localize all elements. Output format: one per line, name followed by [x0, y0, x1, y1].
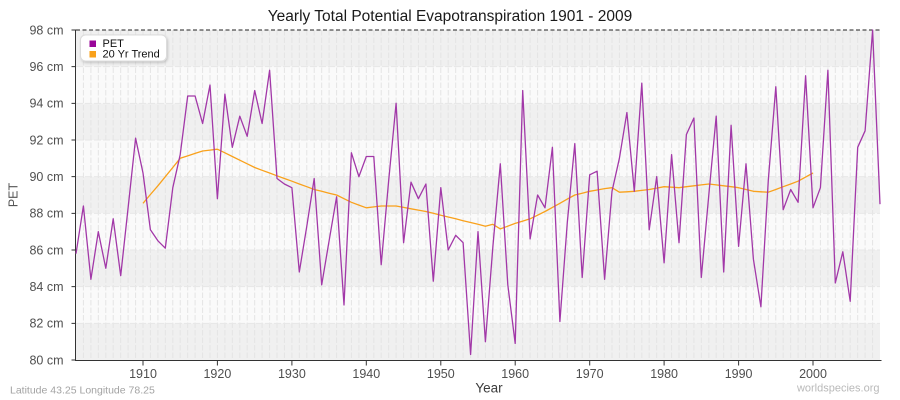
svg-text:PET: PET: [7, 182, 21, 207]
svg-text:88 cm: 88 cm: [29, 207, 63, 221]
svg-text:84 cm: 84 cm: [29, 280, 63, 294]
svg-text:1920: 1920: [203, 367, 231, 381]
svg-text:Year: Year: [475, 381, 503, 396]
svg-text:PET: PET: [103, 38, 125, 50]
svg-text:2000: 2000: [799, 367, 827, 381]
svg-text:94 cm: 94 cm: [29, 97, 63, 111]
svg-text:1970: 1970: [576, 367, 604, 381]
svg-text:worldspecies.org: worldspecies.org: [796, 383, 880, 395]
svg-text:82 cm: 82 cm: [29, 317, 63, 331]
svg-text:86 cm: 86 cm: [29, 243, 63, 257]
svg-text:1990: 1990: [725, 367, 753, 381]
svg-text:98 cm: 98 cm: [29, 23, 63, 37]
svg-text:96 cm: 96 cm: [29, 60, 63, 74]
svg-text:1910: 1910: [129, 367, 157, 381]
svg-text:1960: 1960: [501, 367, 529, 381]
svg-text:20 Yr Trend: 20 Yr Trend: [103, 49, 160, 61]
svg-text:92 cm: 92 cm: [29, 133, 63, 147]
svg-text:80 cm: 80 cm: [29, 353, 63, 367]
svg-text:90 cm: 90 cm: [29, 170, 63, 184]
svg-text:Latitude 43.25 Longitude 78.25: Latitude 43.25 Longitude 78.25: [10, 385, 155, 397]
svg-text:1980: 1980: [650, 367, 678, 381]
svg-text:1930: 1930: [278, 367, 306, 381]
svg-text:1950: 1950: [427, 367, 455, 381]
svg-text:Yearly Total Potential Evapotr: Yearly Total Potential Evapotranspiratio…: [268, 8, 633, 25]
svg-text:1940: 1940: [352, 367, 380, 381]
